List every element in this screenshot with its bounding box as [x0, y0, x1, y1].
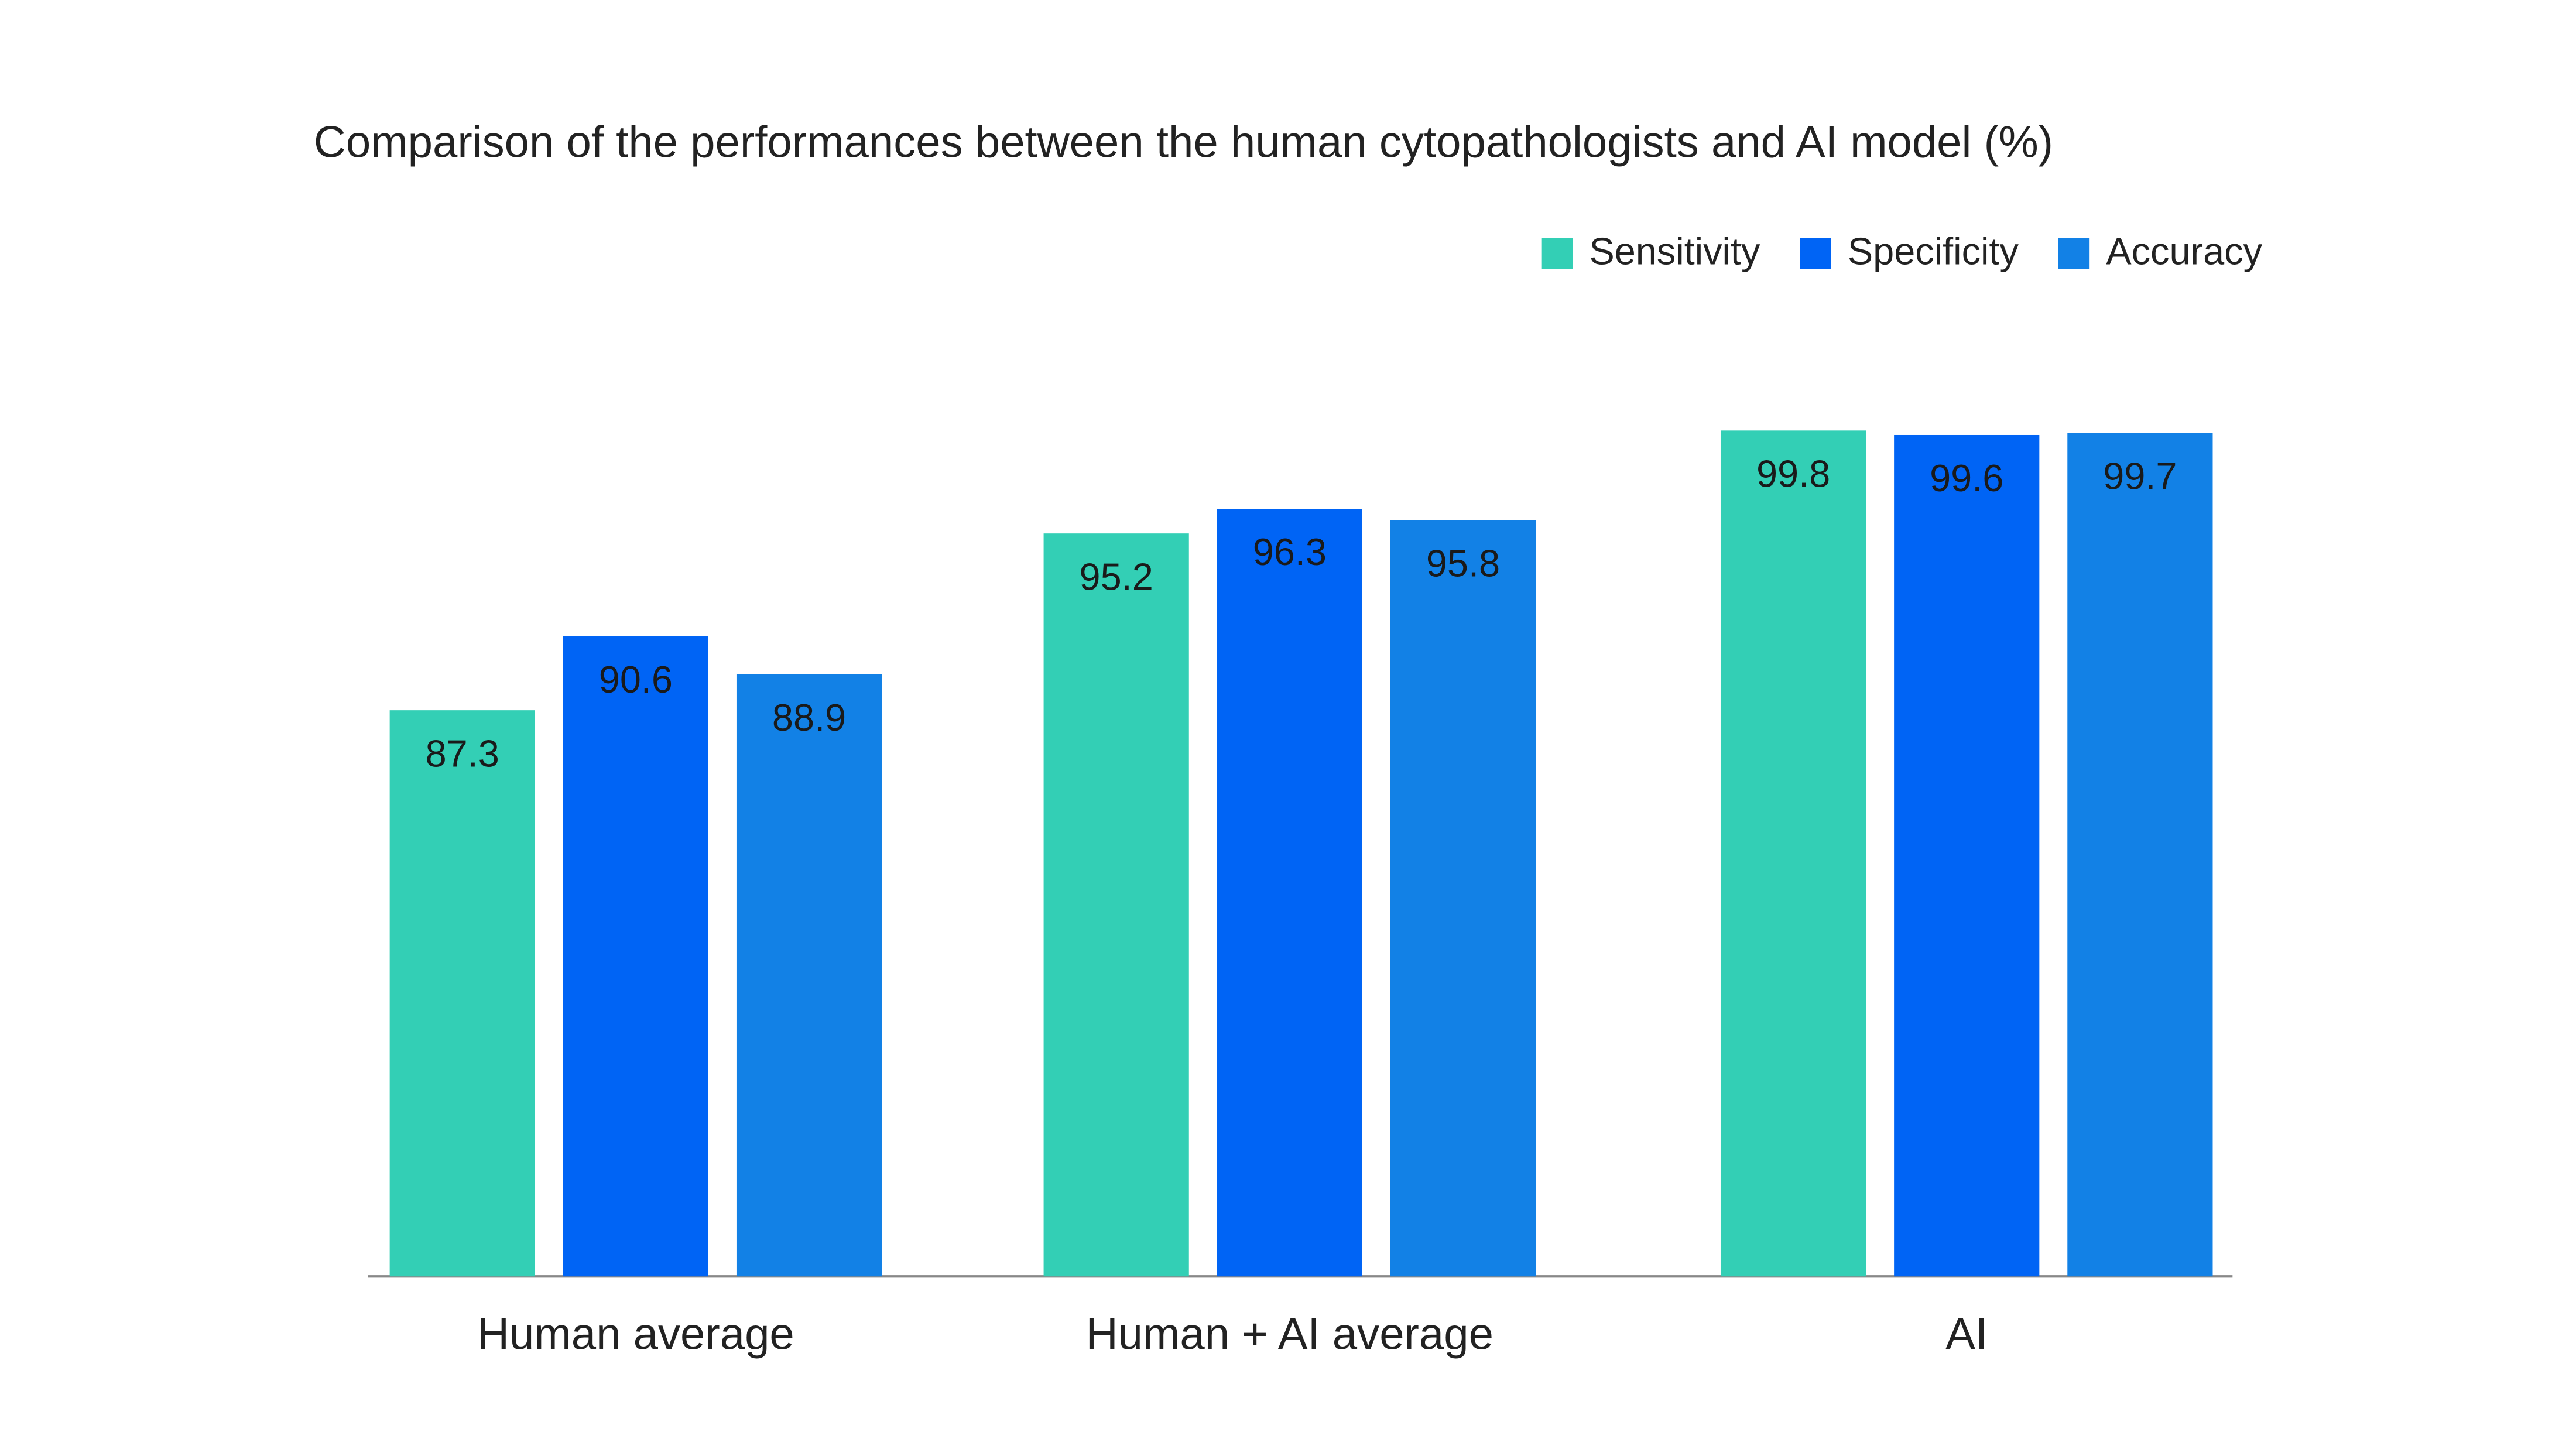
x-tick-label: AI [1945, 1310, 1988, 1359]
bar [1720, 430, 1866, 1277]
bar [1390, 520, 1536, 1277]
value-label: 87.3 [426, 732, 499, 775]
bar [2067, 433, 2213, 1277]
legend-label: Sensitivity [1589, 229, 1760, 272]
bar [736, 674, 882, 1277]
legend-swatch [1800, 238, 1831, 269]
legend-label: Specificity [1848, 229, 2019, 272]
value-label: 99.6 [1930, 457, 2003, 499]
value-label: 99.7 [2103, 454, 2177, 497]
value-label: 90.6 [599, 658, 673, 701]
value-label: 95.2 [1080, 555, 1153, 598]
value-label: 99.8 [1756, 452, 1830, 495]
legend-swatch [2058, 238, 2090, 269]
bar [563, 636, 708, 1277]
x-tick-label: Human + AI average [1086, 1310, 1493, 1359]
bar [1894, 434, 2040, 1277]
x-tick-label: Human average [477, 1310, 794, 1359]
legend-swatch [1541, 238, 1573, 269]
value-label: 88.9 [772, 696, 846, 739]
value-label: 96.3 [1253, 530, 1327, 573]
bar [1043, 533, 1189, 1277]
bar [1217, 509, 1362, 1277]
bar [389, 710, 535, 1277]
chart-title: Comparison of the performances between t… [314, 117, 2053, 167]
legend-label: Accuracy [2106, 229, 2262, 272]
value-label: 95.8 [1426, 542, 1500, 584]
